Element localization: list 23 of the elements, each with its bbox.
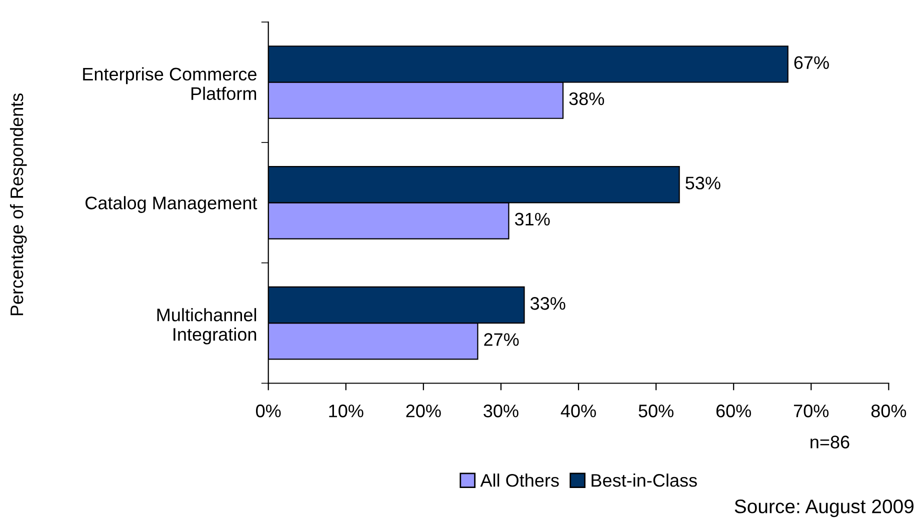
x-tick-label: 70% (794, 404, 829, 418)
data-label: 27% (484, 333, 519, 346)
x-tick-label: 20% (406, 404, 441, 418)
y-tick-label: Enterprise Commerce Platform (83, 67, 256, 100)
x-tick-label: 0% (256, 404, 281, 418)
x-tick-label: 40% (560, 404, 596, 418)
x-tick-label: 30% (484, 404, 518, 418)
y-axis-title: Percentage of Respondents (10, 93, 27, 316)
x-tick-label: 60% (716, 404, 752, 418)
legend-label: All Others (480, 474, 559, 487)
y-tick-label: Catalog Management (86, 196, 258, 213)
data-label: 31% (514, 212, 550, 226)
x-tick-label: 10% (329, 404, 364, 418)
legend-label: Best-in-Class (592, 474, 697, 487)
data-label: 38% (569, 92, 604, 106)
data-label: 53% (686, 176, 720, 190)
source-note: Source: August 2009 (734, 500, 914, 518)
data-label: 33% (530, 297, 566, 310)
x-tick-label: 50% (638, 404, 674, 418)
data-label: 67% (794, 56, 829, 70)
x-tick-label: 80% (871, 404, 906, 418)
y-tick-label: Multichannel Integration (157, 308, 256, 344)
text: n=86 (810, 436, 850, 448)
